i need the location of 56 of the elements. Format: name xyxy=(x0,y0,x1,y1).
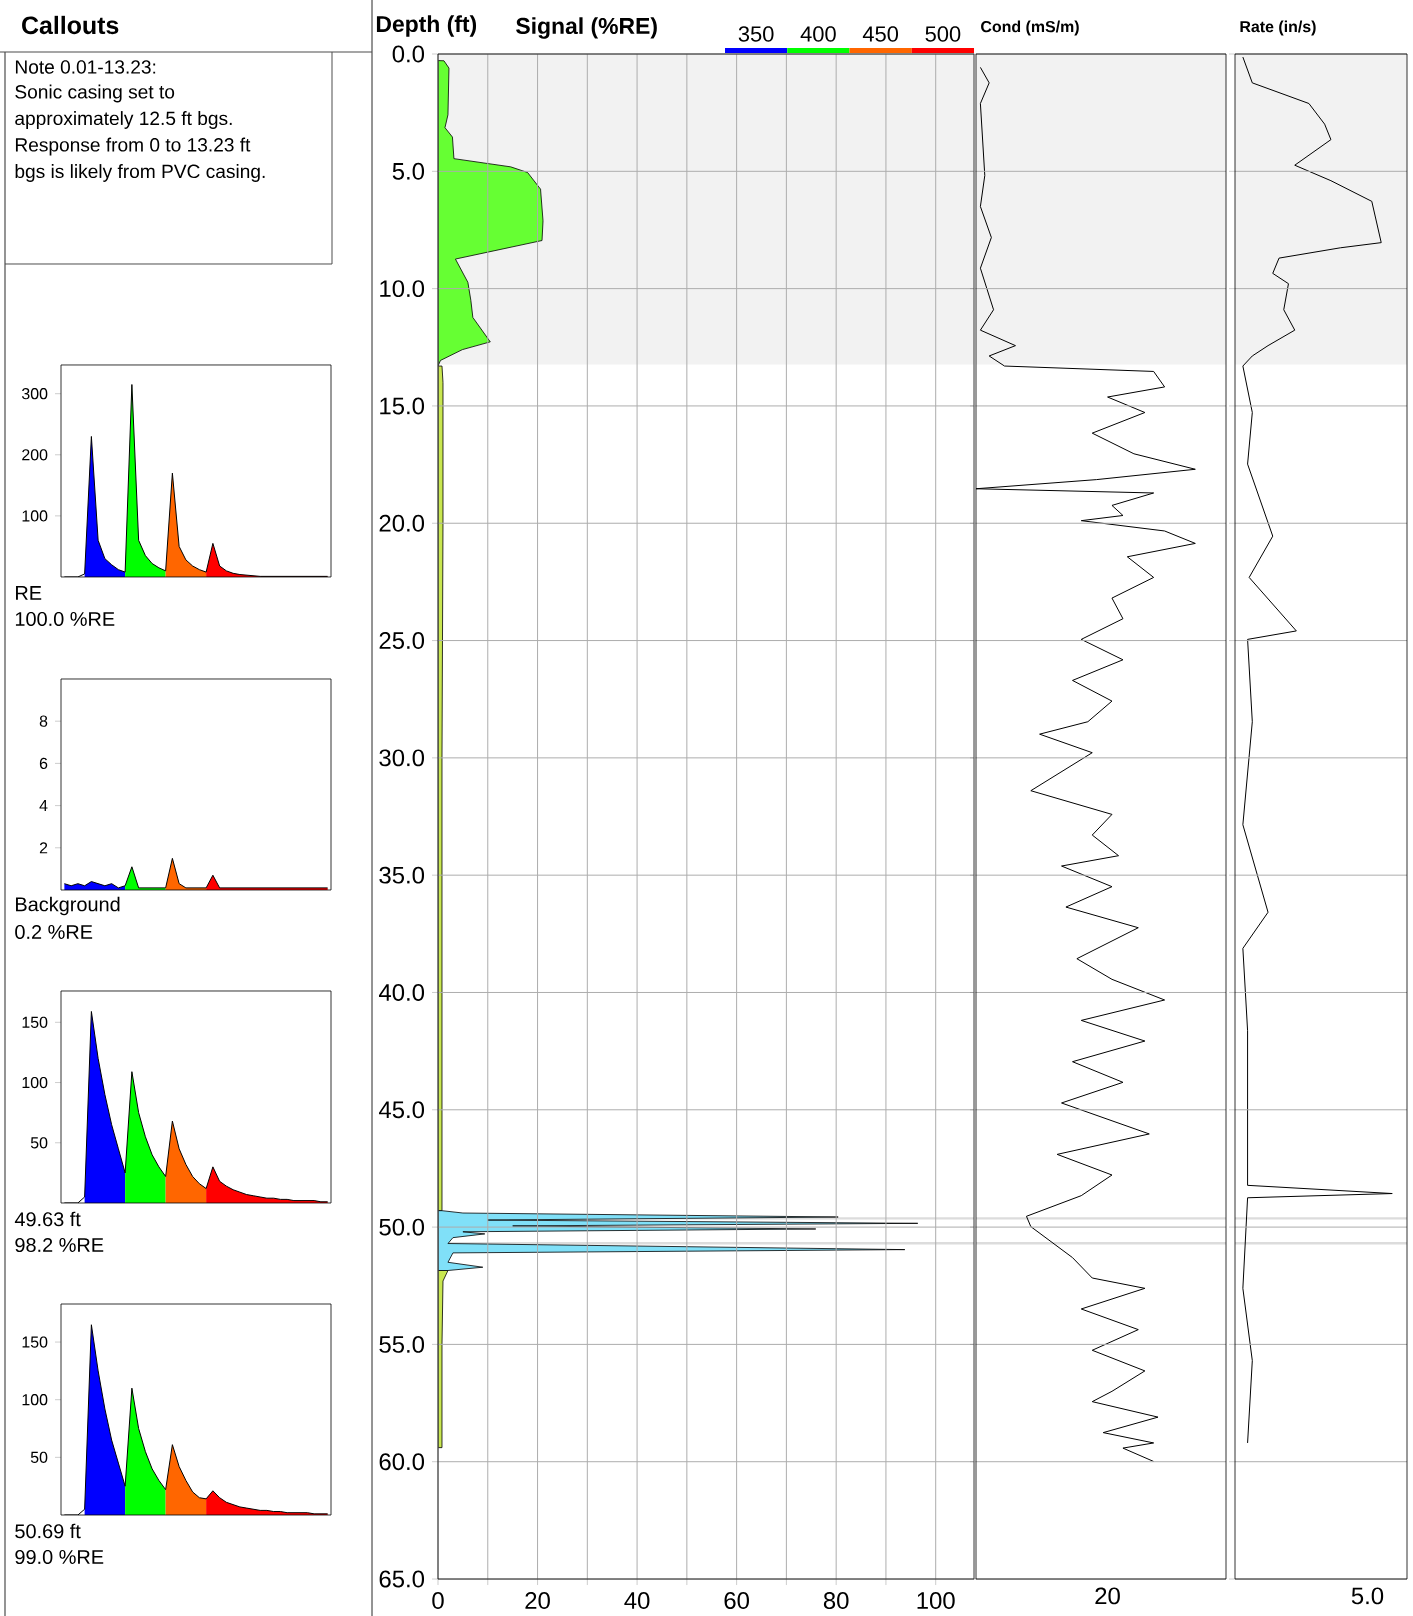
y-tick-label: 40.0 xyxy=(378,984,425,1001)
text: 100.0 %RE xyxy=(15,611,115,627)
text: 350 xyxy=(738,26,774,42)
y-tick-label: 55.0 xyxy=(379,1335,425,1353)
y-tick-label: 300 xyxy=(21,388,48,400)
text: Note 0.01-13.23: xyxy=(15,60,156,74)
y-tick-label: 4 xyxy=(39,800,48,812)
y-tick-label: 50 xyxy=(30,1137,48,1149)
y-tick-label: 15.0 xyxy=(380,397,425,415)
x-tick-label: 60 xyxy=(724,1592,749,1609)
text: RE xyxy=(16,586,42,600)
y-tick-label: 150 xyxy=(22,1016,48,1028)
y-tick-label: 65.0 xyxy=(379,1570,425,1588)
y-tick-label: 100 xyxy=(22,1076,48,1089)
y-tick-label: 35.0 xyxy=(379,866,425,884)
text: 50.69 ft xyxy=(15,1523,81,1539)
y-tick-label: 45.0 xyxy=(378,1101,425,1119)
text: bgs is likely from PVC casing. xyxy=(15,164,265,182)
y-tick-label: 25.0 xyxy=(379,632,425,649)
text: approximately 12.5 ft bgs. xyxy=(15,111,232,129)
y-axis-title: Depth (ft) xyxy=(376,15,477,37)
y-tick-label: 50 xyxy=(30,1451,48,1463)
text: Background xyxy=(16,896,120,916)
x-tick-label: 40 xyxy=(624,1592,650,1609)
text: Callouts xyxy=(22,15,119,35)
y-tick-label: 10.0 xyxy=(380,280,425,298)
text: 500 xyxy=(925,26,961,42)
y-tick-label: 100 xyxy=(22,1394,48,1406)
text: 99.0 %RE xyxy=(15,1549,104,1565)
y-tick-label: 100 xyxy=(22,510,48,522)
x-tick-label: 100 xyxy=(917,1592,955,1609)
x-tick-label: 0 xyxy=(432,1592,444,1609)
text: 450 xyxy=(862,26,899,42)
text: 49.63 ft xyxy=(14,1211,81,1227)
y-tick-label: 6 xyxy=(39,757,48,770)
y-tick-label: 150 xyxy=(22,1336,48,1348)
x-axis-title: Rate (in/s) xyxy=(1240,20,1316,36)
text: 400 xyxy=(800,26,836,42)
x-tick-label: 80 xyxy=(823,1592,849,1609)
y-tick-label: 2 xyxy=(39,842,48,854)
text: 0.2 %RE xyxy=(15,924,93,940)
y-tick-label: 200 xyxy=(22,449,48,461)
y-tick-label: 8 xyxy=(39,715,48,727)
text: 98.2 %RE xyxy=(15,1237,104,1253)
y-tick-label: 30.0 xyxy=(379,749,425,767)
y-tick-label: 0.0 xyxy=(392,45,425,63)
text: Response from 0 to 13.23 ft xyxy=(15,137,251,156)
y-tick-label: 20.0 xyxy=(379,514,425,532)
y-tick-label: 50.0 xyxy=(379,1218,425,1236)
x-axis-title: Signal (%RE) xyxy=(516,17,657,39)
text: Sonic casing set to xyxy=(15,84,175,103)
y-tick-label: 60.0 xyxy=(379,1453,425,1471)
y-tick-label: 5.0 xyxy=(392,162,425,180)
x-axis-title: Cond (mS/m) xyxy=(981,20,1079,36)
x-tick-label: 20 xyxy=(525,1592,550,1609)
text: 5.0 xyxy=(1351,1587,1384,1605)
